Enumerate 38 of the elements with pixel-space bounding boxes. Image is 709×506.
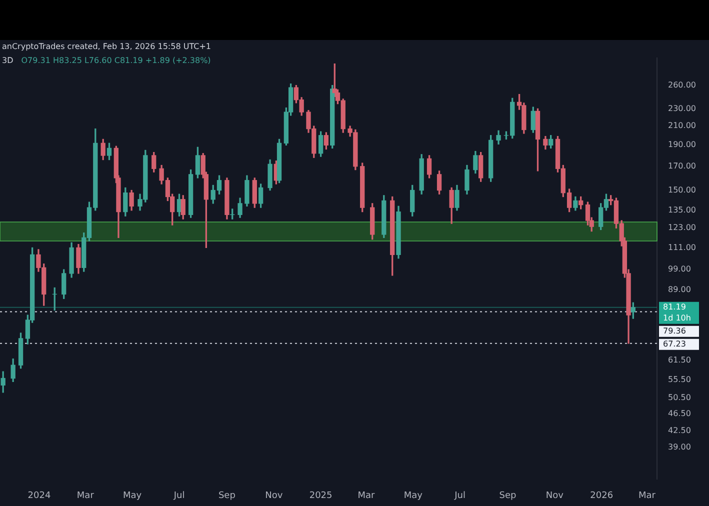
- ref-line-label: 81.19: [663, 302, 686, 312]
- x-tick-label: 2026: [590, 490, 614, 501]
- text: 1d 10h: [663, 313, 691, 322]
- y-tick-label: 61.50: [668, 355, 691, 364]
- y-tick-label: 170.00: [668, 161, 696, 170]
- y-tick-label: 260.00: [668, 80, 696, 90]
- chart-title: 3D: [2, 56, 14, 65]
- x-tick-label: Nov: [546, 490, 564, 501]
- x-tick-label: Sep: [218, 490, 236, 501]
- ref-line-label: 79.36: [663, 326, 686, 336]
- x-tick-label: Mar: [358, 490, 375, 501]
- x-tick-label: Mar: [638, 490, 656, 501]
- y-tick-label: 89.00: [668, 284, 691, 294]
- x-tick-label: Nov: [265, 490, 284, 501]
- y-tick-label: 150.00: [668, 185, 696, 194]
- y-tick-label: 123.00: [668, 223, 696, 232]
- y-tick-label: 39.00: [668, 442, 691, 452]
- x-tick-label: Jul: [172, 490, 185, 501]
- ref-line-label: 67.23: [663, 339, 686, 348]
- x-tick-label: Mar: [76, 490, 94, 501]
- x-tick-label: May: [123, 490, 142, 501]
- y-tick-label: 135.00: [668, 205, 696, 214]
- x-tick-label: 2025: [309, 490, 332, 501]
- x-tick-label: Sep: [499, 490, 517, 501]
- y-tick-label: 42.50: [668, 426, 691, 435]
- x-tick-label: May: [404, 490, 424, 501]
- y-tick-label: 111.00: [668, 242, 696, 252]
- x-tick-label: Jul: [454, 490, 466, 501]
- x-tick-label: 2024: [28, 490, 51, 501]
- y-tick-label: 50.50: [668, 393, 691, 402]
- y-tick-label: 230.00: [668, 104, 696, 113]
- y-tick-label: 46.50: [668, 408, 691, 418]
- y-tick-label: 55.50: [668, 375, 691, 384]
- y-tick-label: 99.00: [668, 264, 691, 274]
- chart-subtitle: O79.31 H83.25 L76.60 C81.19 +1.89 (+2.38%): [21, 56, 211, 65]
- y-tick-label: 190.00: [668, 140, 696, 150]
- text: anCryptoTrades created, Feb 13, 2026 15:58 UTC+1: [2, 42, 211, 51]
- y-tick-label: 210.00: [668, 121, 696, 130]
